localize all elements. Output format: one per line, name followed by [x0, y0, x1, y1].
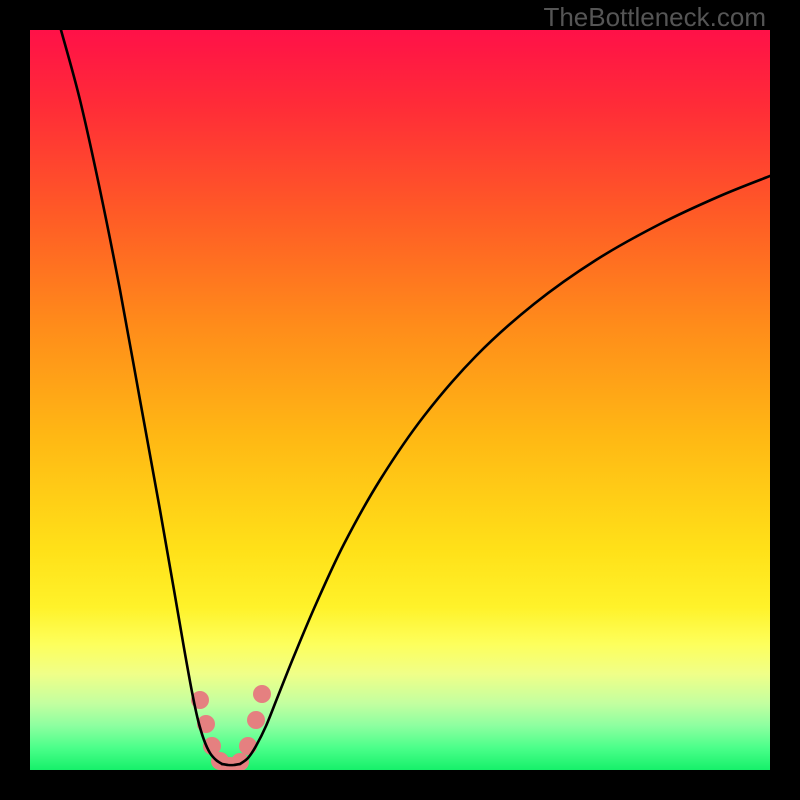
bottleneck-curve-right — [240, 176, 770, 764]
bottleneck-curve-left — [61, 30, 222, 764]
chart-frame: TheBottleneck.com — [0, 0, 800, 800]
dip-marker — [247, 711, 265, 729]
dip-marker — [231, 753, 249, 771]
dip-marker — [239, 737, 257, 755]
dip-marker — [253, 685, 271, 703]
curve-layer — [0, 0, 800, 800]
bottleneck-curve-floor — [222, 764, 240, 765]
